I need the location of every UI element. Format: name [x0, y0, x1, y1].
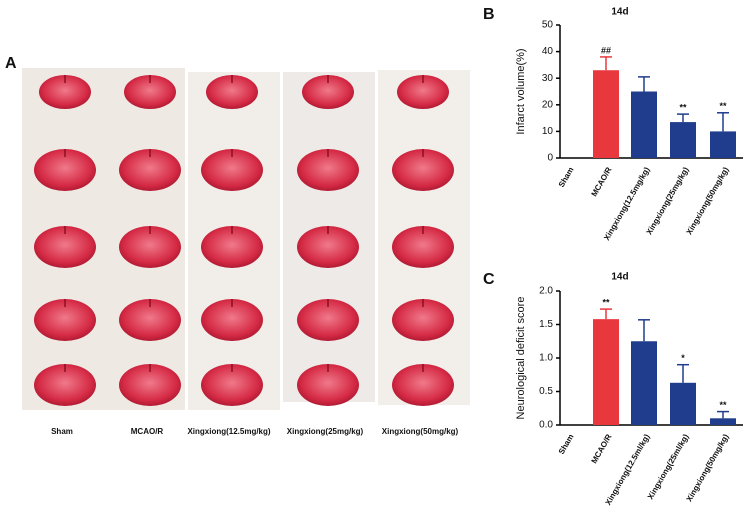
x-tick-label: Sham [557, 166, 576, 189]
significance-label: ** [719, 400, 727, 410]
chart-title: 14d [611, 272, 628, 283]
y-tick-label: 0 [547, 153, 553, 164]
y-tick-label: 40 [542, 46, 554, 57]
x-tick-label: Xingxiong(12.5ml/kg) [604, 432, 652, 506]
bar [670, 122, 696, 158]
brain-slice [119, 299, 181, 341]
brain-slice [119, 364, 181, 406]
brain-slice [397, 75, 449, 109]
brain-slice [34, 226, 96, 268]
brain-slice [119, 149, 181, 191]
brain-slice [34, 299, 96, 341]
brain-slice [34, 149, 96, 191]
brain-slice [39, 75, 91, 109]
y-tick-label: 1.5 [539, 319, 553, 330]
y-tick-label: 1.0 [539, 353, 553, 364]
brain-slice [392, 299, 454, 341]
x-tick-label: Sham [557, 433, 576, 456]
panel-label: A [5, 55, 17, 72]
brain-slice [201, 226, 263, 268]
column-label: Xingxiong(12.5mg/kg) [187, 427, 270, 436]
brain-slice [119, 226, 181, 268]
brain-slice [201, 299, 263, 341]
panel-label: C [483, 271, 495, 288]
significance-label: ## [601, 45, 611, 55]
column-label: Sham [51, 427, 73, 436]
y-axis-label: Infarct volume(%) [515, 48, 527, 134]
bar [631, 91, 657, 158]
y-tick-label: 2.0 [539, 286, 553, 297]
significance-label: * [681, 353, 685, 363]
y-tick-label: 0.5 [539, 386, 553, 397]
y-axis-label: Neurological deficit score [515, 297, 527, 420]
brain-slice [297, 364, 359, 406]
x-tick-label: Xingxiong(25mg/kg) [645, 165, 691, 236]
brain-slice [392, 149, 454, 191]
x-tick-label: Xingxiong(50mg/kg) [685, 432, 731, 503]
bar [593, 70, 619, 158]
brain-slice [201, 149, 263, 191]
bar [593, 319, 619, 425]
brain-slice [201, 364, 263, 406]
brain-slice [206, 75, 258, 109]
brain-slice [34, 364, 96, 406]
significance-label: ** [679, 102, 687, 112]
significance-label: ** [719, 101, 727, 111]
brain-slice [124, 75, 176, 109]
brain-slice [297, 299, 359, 341]
bar [631, 341, 657, 425]
bar [670, 382, 696, 425]
x-tick-label: MCAO/R [590, 165, 614, 198]
panel-label: B [483, 6, 495, 23]
brain-slice [302, 75, 354, 109]
y-tick-label: 20 [542, 99, 554, 110]
brain-slice [297, 149, 359, 191]
chart-title: 14d [611, 7, 628, 18]
y-tick-label: 30 [542, 73, 554, 84]
y-tick-label: 10 [542, 126, 554, 137]
brain-slices [34, 75, 454, 406]
x-tick-label: Xingxiong(25ml/kg) [646, 432, 691, 501]
column-label: MCAO/R [131, 427, 164, 436]
bar [710, 131, 736, 158]
significance-label: ** [602, 297, 610, 307]
bar [710, 418, 736, 425]
column-label: Xingxiong(25mg/kg) [287, 427, 364, 436]
x-tick-label: MCAO/R [590, 432, 614, 465]
x-tick-label: Xingxiong(50mg/kg) [685, 165, 731, 236]
y-tick-label: 50 [542, 20, 554, 31]
brain-slice [392, 364, 454, 406]
column-label: Xingxiong(50mg/kg) [382, 427, 459, 436]
brain-slice [392, 226, 454, 268]
y-tick-label: 0.0 [539, 420, 553, 431]
brain-slice [297, 226, 359, 268]
